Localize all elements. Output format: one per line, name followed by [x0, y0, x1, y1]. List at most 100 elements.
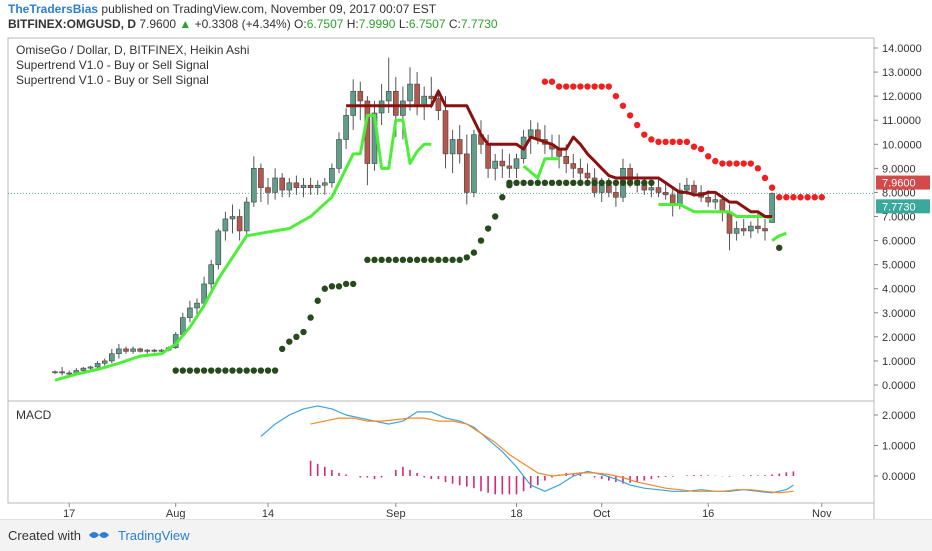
candle-body: [513, 158, 520, 169]
supertrend-bear-dot: [619, 102, 627, 109]
close-label: C:: [448, 17, 461, 31]
supertrend-bull-dot: [612, 179, 620, 186]
supertrend-bull-dot: [307, 314, 314, 321]
supertrend-bear-dot: [577, 83, 584, 90]
candle-body: [719, 199, 726, 212]
candle-body: [151, 349, 158, 352]
supertrend-bull-dot: [413, 256, 421, 264]
supertrend-bear-dot: [740, 160, 747, 167]
supertrend-bull-dot: [399, 256, 407, 264]
candle-body: [144, 349, 151, 352]
low-label: L:: [398, 17, 409, 31]
candle-body: [208, 264, 214, 285]
candle-body: [605, 184, 612, 193]
candle-body: [343, 115, 349, 140]
supertrend-bull-dot: [619, 179, 627, 186]
supertrend-bear-dot: [747, 160, 754, 167]
legend-main-series[interactable]: OmiseGo / Dollar, D, BITFINEX, Heikin As…: [16, 43, 250, 57]
supertrend-bull-dot: [279, 345, 286, 353]
supertrend-bear-dot: [548, 78, 556, 85]
symbol-label: BITFINEX:OMGUSD, D: [8, 17, 136, 31]
candle-body: [684, 184, 690, 191]
supertrend-bull-dot: [484, 225, 492, 232]
candle-body: [691, 184, 697, 193]
supertrend-bear-dot: [683, 138, 691, 146]
candle-body: [222, 218, 229, 232]
author-link[interactable]: TheTradersBias: [8, 2, 99, 16]
price-tick-label: 1.0000: [882, 356, 916, 368]
candle-body: [570, 163, 577, 169]
candle-body: [705, 196, 712, 203]
macd-tick-label: 2.0000: [882, 410, 916, 422]
supertrend-bull-dot: [548, 179, 556, 186]
supertrend-bull-dot: [598, 179, 605, 186]
supertrend-bull-dot: [463, 254, 470, 261]
price-tick-label: 8.0000: [882, 187, 916, 199]
candle-body: [66, 372, 72, 375]
supertrend-bull-dot: [584, 179, 591, 186]
legend-supertrend-2[interactable]: Supertrend V1.0 - Buy or Sell Signal: [16, 73, 209, 87]
candle-body: [563, 156, 570, 164]
price-chart[interactable]: 14.0000 13.0000 12.0000 11.0000 10.0000 9.000…: [0, 0, 932, 519]
candle-body: [80, 367, 87, 371]
candle-body: [428, 95, 435, 99]
candle-body: [251, 168, 257, 203]
candle-body: [733, 228, 740, 234]
supertrend-bear-dot: [626, 112, 634, 119]
supertrend-bear-dot: [563, 83, 570, 90]
supertrend-bear-dot: [598, 83, 605, 90]
supertrend-bear-dot: [726, 160, 733, 167]
supertrend-bear-dot: [570, 83, 577, 90]
supertrend-bear-dot: [705, 153, 712, 160]
last-price: 7.9600: [139, 17, 177, 31]
supertrend-bull-dot: [385, 256, 392, 264]
candle-body: [286, 182, 293, 191]
high-label: H:: [346, 17, 359, 31]
supertrend-bear-dot: [790, 194, 797, 201]
supertrend-bull-dot: [776, 244, 783, 251]
supertrend-bull-dot: [634, 179, 641, 186]
supertrend-bull-dot: [534, 179, 541, 186]
supertrend-bear-line: [346, 89, 773, 218]
supertrend-bear-dot: [634, 121, 641, 129]
supertrend-bull-dot: [563, 179, 570, 186]
created-with-text: Created with: [8, 528, 81, 543]
macd-signal-line: [310, 417, 794, 494]
candle-body: [87, 366, 94, 369]
supertrend-bull-dot: [442, 256, 449, 264]
supertrend-bull-dot: [257, 367, 265, 374]
candle-body: [109, 353, 115, 362]
supertrend-bull-dot: [392, 256, 399, 264]
price-tick-label: 9.0000: [882, 163, 916, 175]
up-arrow-icon: ▲: [179, 17, 192, 31]
price-tick-label: 5.0000: [882, 260, 916, 272]
supertrend-bear-dot: [804, 194, 811, 201]
supertrend-bull-dot: [321, 285, 328, 292]
supertrend-bear-dot: [584, 83, 591, 90]
footer-bar: Created with TradingView: [0, 519, 932, 551]
published-text: published on TradingView.com, November 0…: [101, 2, 437, 16]
candle-body: [350, 91, 357, 116]
candle-body: [329, 168, 335, 184]
candle-body: [392, 91, 399, 116]
tradingview-brand[interactable]: TradingView: [118, 528, 190, 543]
candle-body: [584, 172, 591, 179]
supertrend-bull-dot: [520, 179, 527, 186]
change-value: +0.3308 (+4.34%): [194, 17, 291, 31]
time-tick-label: 18: [510, 508, 522, 519]
close-price-tag-bg: [876, 199, 930, 214]
supertrend-bull-dot: [641, 179, 648, 186]
supertrend-bull-dot: [378, 256, 385, 264]
supertrend-bear-dot: [605, 83, 612, 90]
supertrend-bull-dot: [506, 179, 513, 186]
legend-macd[interactable]: MACD: [16, 408, 52, 422]
supertrend-bear-dot: [776, 194, 783, 201]
legend-supertrend-1[interactable]: Supertrend V1.0 - Buy or Sell Signal: [16, 58, 209, 72]
macd-tick-label: 0.0000: [882, 471, 916, 483]
supertrend-bull-dot: [555, 179, 563, 186]
candle-body: [116, 348, 122, 355]
candle-body: [463, 153, 470, 193]
supertrend-bear-dot: [811, 194, 818, 201]
supertrend-bull-dot: [591, 179, 598, 186]
supertrend-bull-dot: [421, 256, 428, 264]
